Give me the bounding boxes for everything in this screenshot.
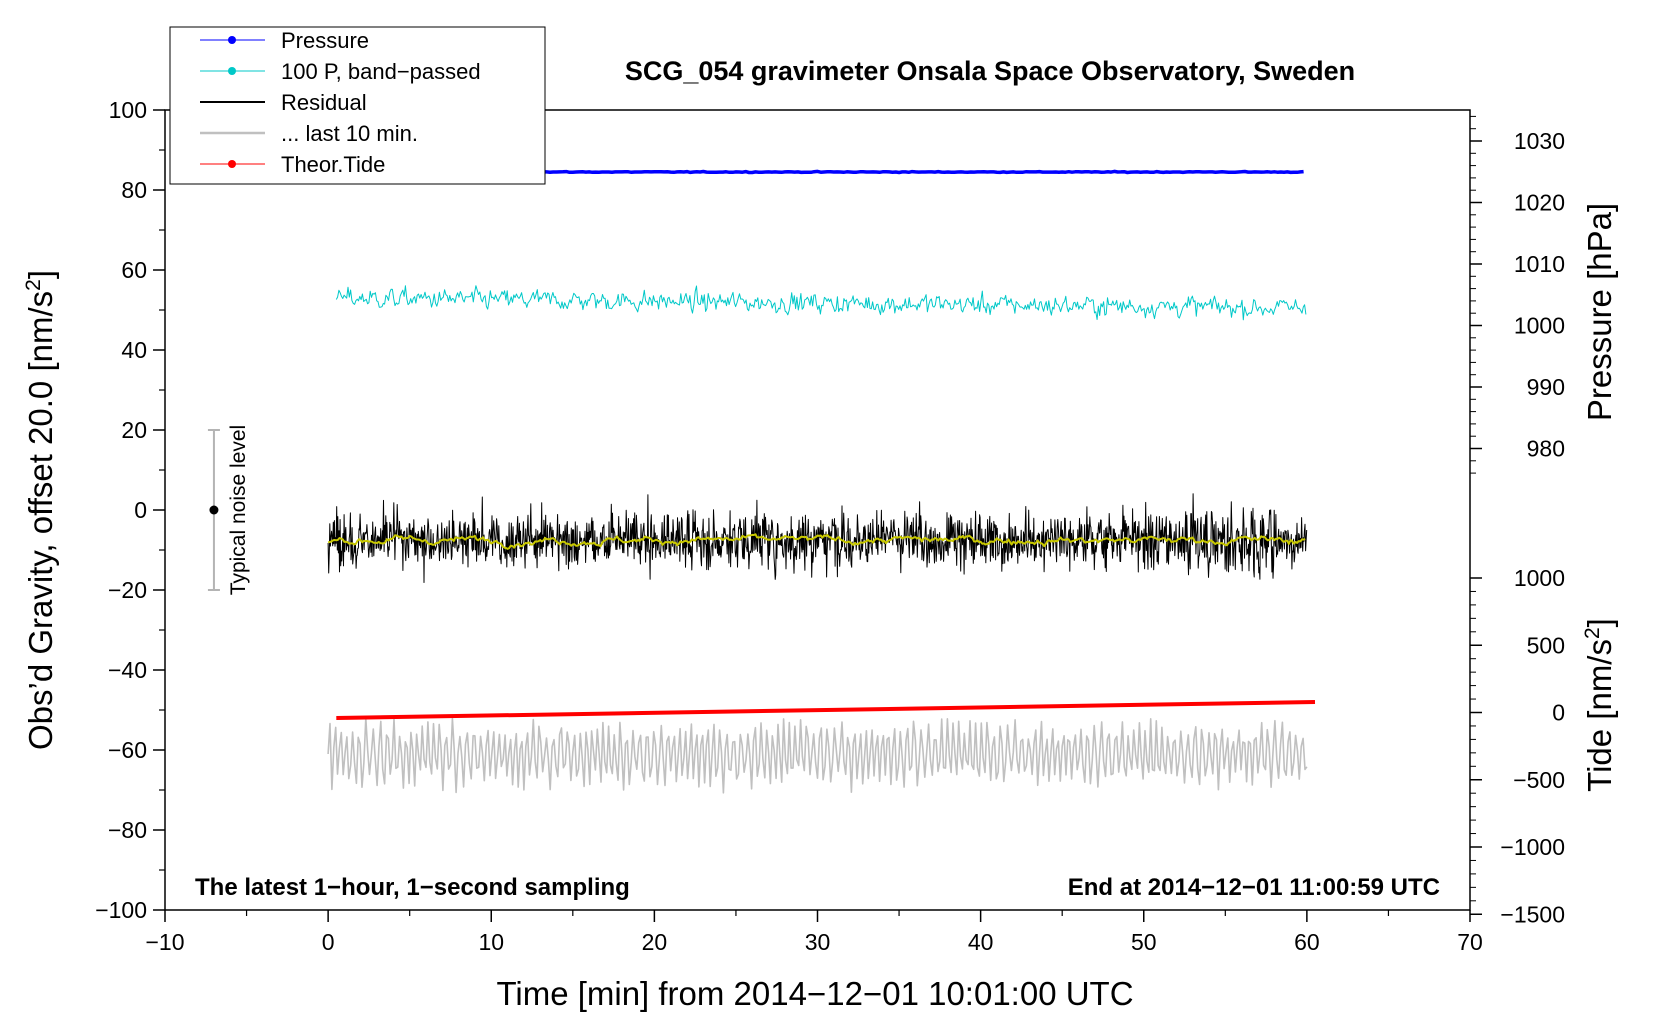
noise-indicator: Typical noise level <box>207 425 250 595</box>
y-axis-left-title-main: Obs’d Gravity, offset 20.0 [nm/s <box>22 291 59 750</box>
pressure-tick-label: 1010 <box>1514 251 1565 277</box>
tide-tick-label: 500 <box>1527 632 1565 658</box>
legend-label: 100 P, band−passed <box>281 59 481 84</box>
annotation-sampling: The latest 1−hour, 1−second sampling <box>195 874 630 901</box>
legend-label: Theor.Tide <box>281 152 385 177</box>
y-tick-label: 20 <box>121 417 147 443</box>
y-axis-tide: −1500 −1000 −500 0 500 1000 <box>1470 565 1565 927</box>
series-theor-tide <box>336 700 1316 720</box>
x-tick-label: 30 <box>805 929 831 955</box>
x-tick-label: 50 <box>1131 929 1157 955</box>
y-axis-pressure-title: Pressure [hPa] <box>1581 203 1618 421</box>
y-tick-label: 100 <box>109 97 147 123</box>
y-axis-pressure: 980 990 1000 1010 1020 1030 <box>1470 115 1565 474</box>
pressure-tick-label: 1000 <box>1514 313 1565 339</box>
pressure-tick-label: 980 <box>1527 436 1565 462</box>
y-tick-label: 40 <box>121 337 147 363</box>
y-tick-label: −100 <box>95 897 147 923</box>
legend-label: ... last 10 min. <box>281 121 418 146</box>
pressure-tick-label: 990 <box>1527 374 1565 400</box>
y-axis-left-title-sup: 2 <box>22 279 45 291</box>
y-axis-left-title-end: ] <box>22 270 59 279</box>
y-tick-label: −80 <box>108 817 147 843</box>
y-tick-label: −60 <box>108 737 147 763</box>
x-tick-label: 0 <box>322 929 335 955</box>
y-tick-label: −20 <box>108 577 147 603</box>
series-100-p-band-passed <box>335 285 1307 321</box>
y-tick-label: 0 <box>134 497 147 523</box>
annotation-end-time: End at 2014−12−01 11:00:59 UTC <box>1068 874 1440 901</box>
x-tick-label: −10 <box>145 929 184 955</box>
chart-title: SCG_054 gravimeter Onsala Space Observat… <box>625 56 1355 86</box>
pressure-tick-label: 1020 <box>1514 190 1565 216</box>
y-axis-left-title: Obs’d Gravity, offset 20.0 [nm/s2] <box>22 270 59 750</box>
legend-marker <box>228 36 236 44</box>
series-layer <box>327 169 1316 794</box>
tide-tick-label: −500 <box>1513 767 1565 793</box>
legend-marker <box>228 67 236 75</box>
tide-tick-label: 0 <box>1552 700 1565 726</box>
x-axis-title: Time [min] from 2014−12−01 10:01:00 UTC <box>496 975 1133 1012</box>
y-axis-tide-title: Tide [nm/s2] <box>1581 618 1618 792</box>
x-axis: −10 0 10 20 30 40 50 60 70 <box>145 910 1483 955</box>
series-residual <box>327 493 1308 583</box>
tide-tick-label: 1000 <box>1514 565 1565 591</box>
x-tick-label: 70 <box>1457 929 1483 955</box>
legend: Pressure 100 P, band−passed Residual ... la… <box>169 26 546 185</box>
x-tick-label: 40 <box>968 929 994 955</box>
legend-marker <box>228 160 236 168</box>
y-axis-left: −100 −80 −60 −40 −20 0 20 40 60 80 100 <box>95 97 165 923</box>
legend-label: Pressure <box>281 28 369 53</box>
y-tick-label: 60 <box>121 257 147 283</box>
noise-label: Typical noise level <box>227 425 250 595</box>
y-axis-tide-title-main: Tide [nm/s <box>1581 639 1618 792</box>
series--last-10-min <box>327 717 1308 794</box>
y-tick-label: −40 <box>108 657 147 683</box>
y-tick-label: 80 <box>121 177 147 203</box>
x-tick-label: 20 <box>642 929 668 955</box>
x-tick-label: 60 <box>1294 929 1320 955</box>
tide-tick-label: −1500 <box>1500 901 1565 927</box>
tide-tick-label: −1000 <box>1500 834 1565 860</box>
x-tick-label: 10 <box>478 929 504 955</box>
y-axis-tide-title-sup: 2 <box>1581 627 1604 639</box>
y-axis-tide-title-end: ] <box>1581 618 1618 627</box>
series-residual-smoothed <box>327 533 1306 550</box>
pressure-tick-label: 1030 <box>1514 128 1565 154</box>
legend-box <box>169 26 546 185</box>
noise-center-dot <box>209 505 219 515</box>
legend-label: Residual <box>281 90 367 115</box>
